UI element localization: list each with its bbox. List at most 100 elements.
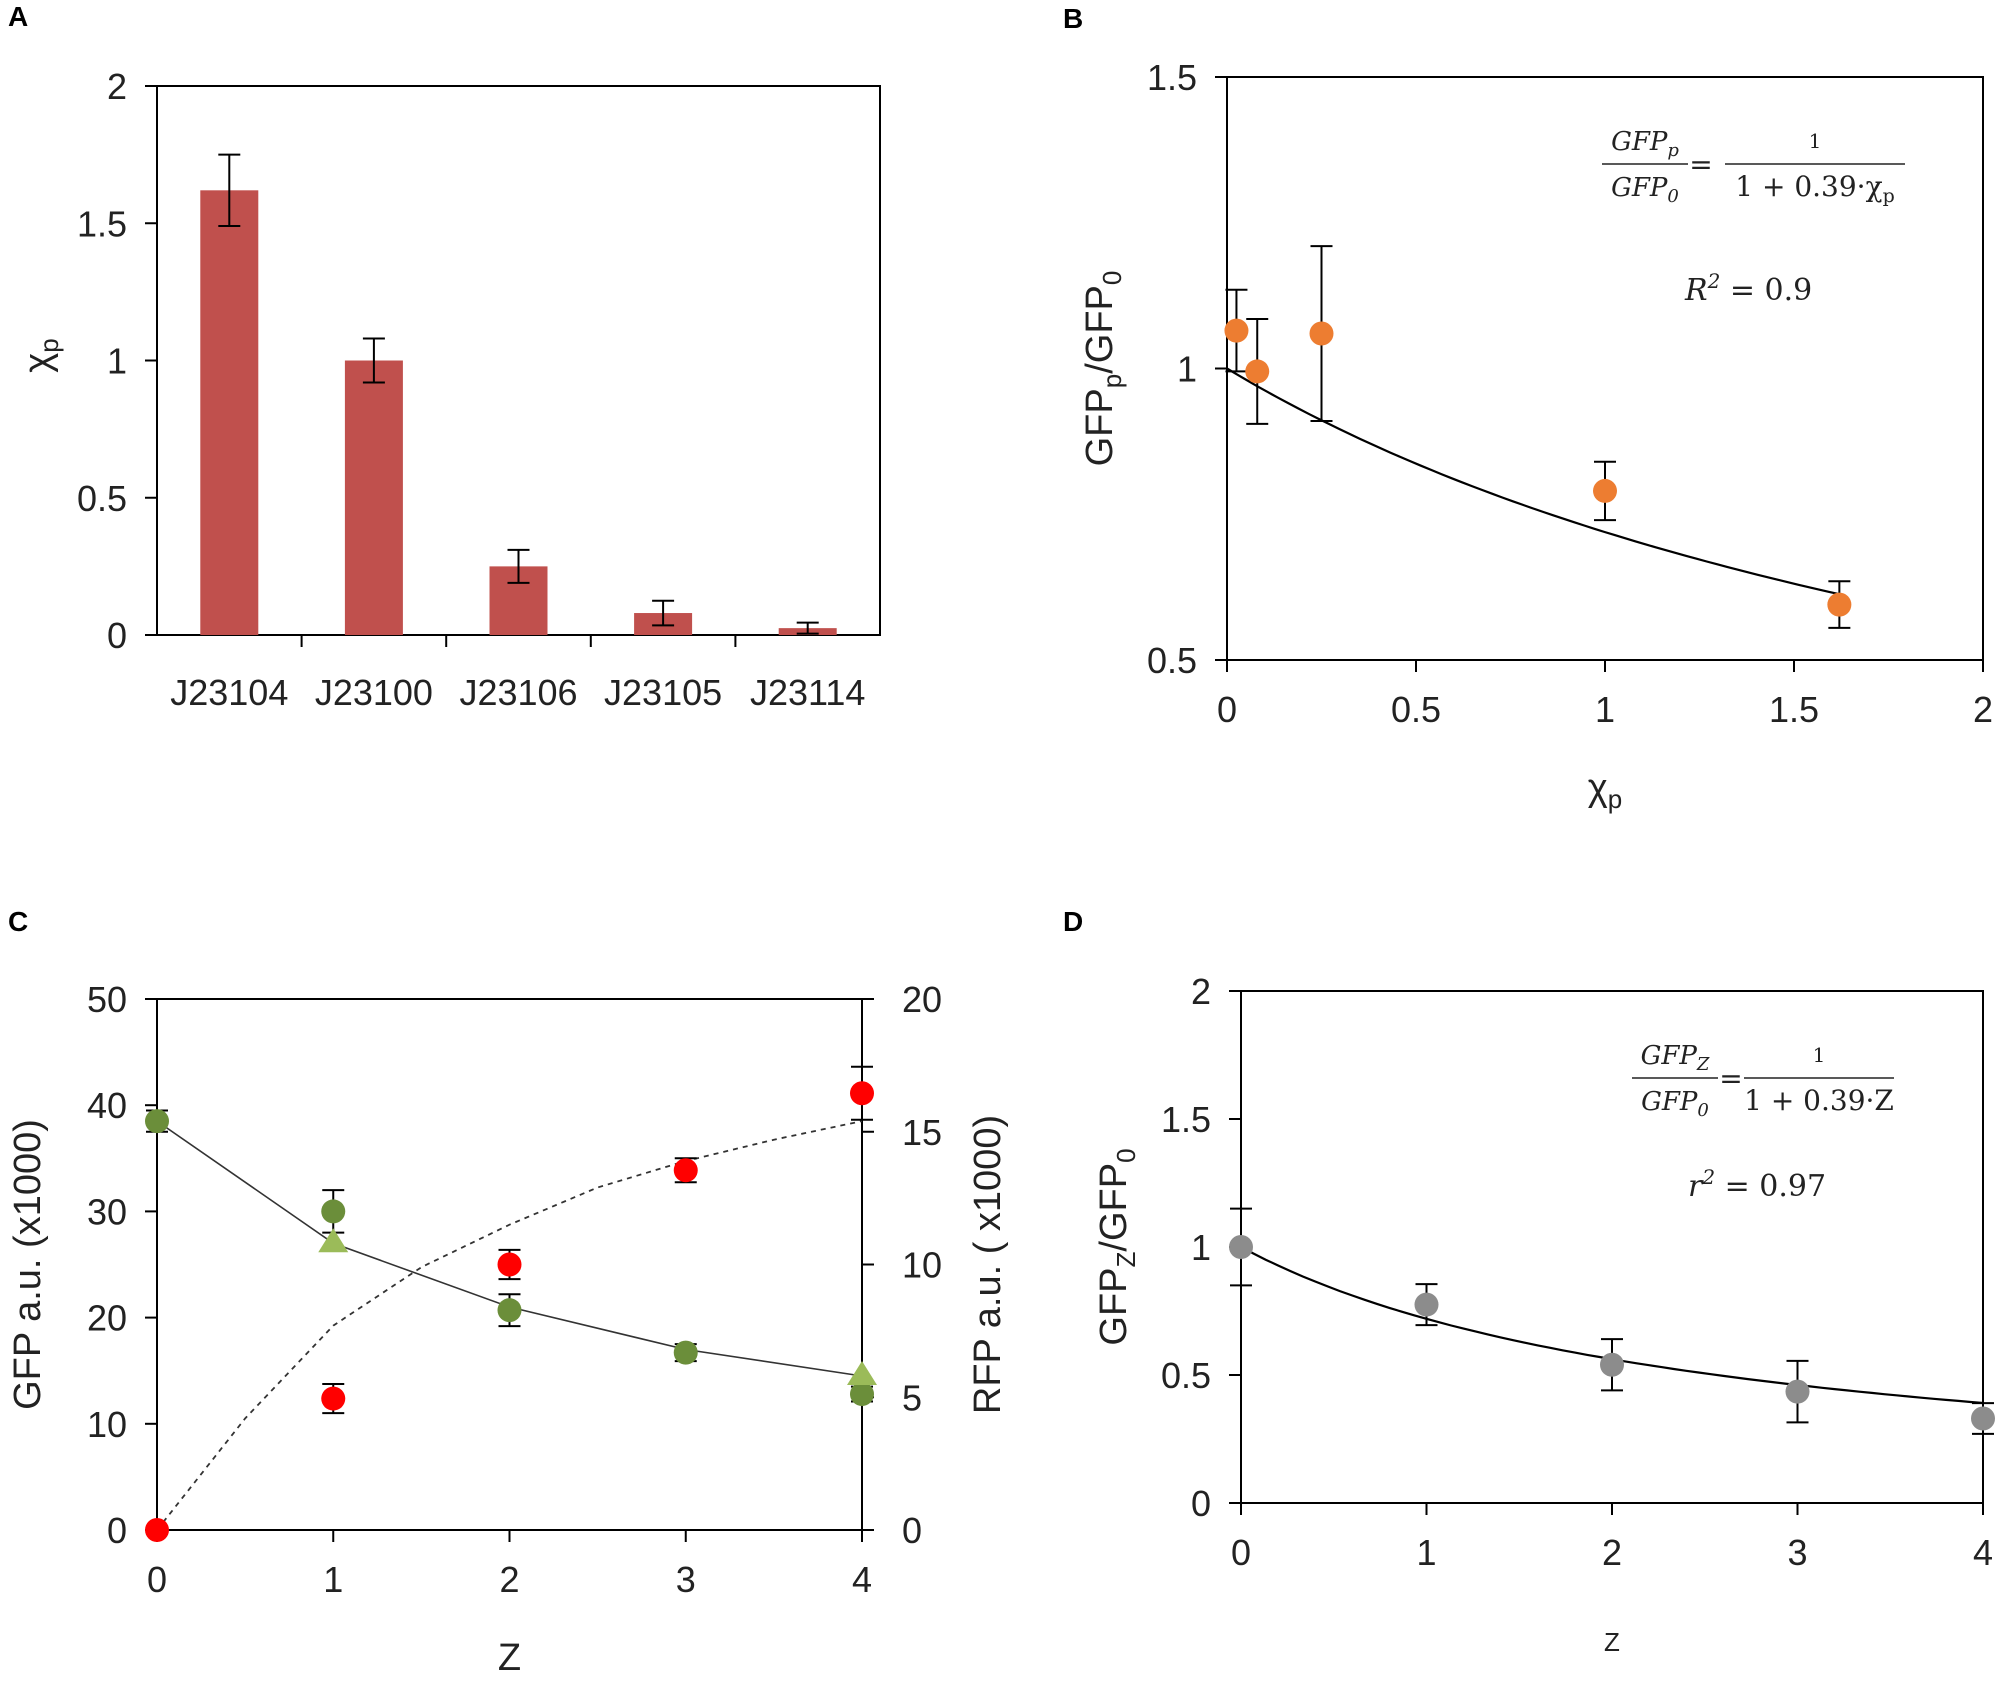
x-tick-label: J23105 xyxy=(604,672,722,713)
x-tick-label: 0 xyxy=(147,1559,167,1600)
y-left-tick-label: 0 xyxy=(107,1510,127,1551)
panel-letter-a: A xyxy=(8,1,28,32)
panel-letter-c: C xyxy=(8,906,28,937)
y-tick-label: 0 xyxy=(107,615,127,656)
data-point xyxy=(1600,1352,1624,1377)
data-point xyxy=(1414,1292,1439,1317)
fit-curve xyxy=(1226,367,1840,596)
panel-c-dual-axis-chart: 0 10 20 30 40 50 0 5 10 15 20 0 1 2 3 4 Z GFP a.u. (x1000… xyxy=(7,979,1009,1679)
r-squared: r2 = 0.97 xyxy=(1688,1165,1826,1204)
gfp-measured-point xyxy=(497,1298,522,1323)
y-tick-label: 1.5 xyxy=(1161,1099,1211,1140)
y-left-tick-label: 50 xyxy=(87,979,127,1020)
x-axis-title: Z xyxy=(1604,1627,1620,1657)
rfp-measured-point xyxy=(673,1158,698,1183)
y-tick-label: 1 xyxy=(1177,349,1197,390)
panel-letter-d: D xyxy=(1063,906,1083,937)
rfp-measured-point xyxy=(145,1518,169,1542)
formula-rhs-denominator: 1 + 0.39·χp xyxy=(1735,170,1894,207)
rfp-measured-point xyxy=(321,1386,346,1411)
rfp-fit-curve xyxy=(156,1120,863,1531)
y-tick-label: 1 xyxy=(107,341,127,382)
x-tick-label: 1.5 xyxy=(1769,689,1819,730)
bar-J23100 xyxy=(344,360,403,635)
x-tick-label: J23114 xyxy=(750,672,865,713)
formula-equals: = xyxy=(1719,1062,1742,1095)
gfp-model-triangle xyxy=(318,1228,349,1253)
y-right-axis-title: RFP a.u. ( x1000) xyxy=(967,1115,1009,1414)
data-point xyxy=(1309,321,1334,346)
data-point xyxy=(1593,478,1617,503)
x-tick-label: 4 xyxy=(852,1559,872,1600)
x-axis-title: χp xyxy=(1588,767,1622,814)
data-point xyxy=(1785,1379,1810,1404)
data-point xyxy=(1229,1235,1253,1259)
x-tick-label: 2 xyxy=(1602,1532,1622,1573)
x-tick-label: 0 xyxy=(1217,689,1237,730)
y-left-axis-title: GFP a.u. (x1000) xyxy=(7,1119,49,1410)
y-right-tick-label: 0 xyxy=(902,1510,922,1551)
x-tick-label: 1 xyxy=(323,1559,343,1600)
gfp-fit-curve xyxy=(156,1120,863,1377)
y-tick-label: 1.5 xyxy=(77,203,127,244)
y-left-tick-label: 40 xyxy=(87,1085,127,1126)
data-point xyxy=(1827,592,1852,617)
gfp-measured-point xyxy=(850,1382,874,1407)
y-axis-title: GFPp/GFP0 xyxy=(1079,271,1127,467)
x-tick-label: 1 xyxy=(1416,1532,1436,1573)
x-axis-title: Z xyxy=(498,1637,521,1679)
formula-numerator: GFPp xyxy=(1611,127,1679,161)
rfp-measured-point xyxy=(497,1252,522,1277)
y-tick-label: 0.5 xyxy=(77,478,127,519)
y-tick-label: 1 xyxy=(1191,1227,1211,1268)
r-squared: R2 = 0.9 xyxy=(1684,269,1812,308)
gfp-measured-point xyxy=(145,1109,169,1134)
y-left-tick-label: 30 xyxy=(87,1191,127,1232)
gfp-measured-point xyxy=(673,1340,698,1365)
y-tick-label: 0.5 xyxy=(1147,640,1197,681)
y-right-tick-label: 20 xyxy=(902,979,942,1020)
plot-frame xyxy=(1240,990,1984,1504)
y-tick-label: 0.5 xyxy=(1161,1355,1211,1396)
gfp-measured-point xyxy=(321,1199,346,1224)
y-tick-label: 2 xyxy=(107,66,127,107)
x-tick-label: 0 xyxy=(1231,1532,1251,1573)
y-right-tick-label: 5 xyxy=(902,1377,922,1418)
formula-rhs-numerator: 1 xyxy=(1809,129,1822,153)
panel-d-scatter-chart: 0 0.5 1 1.5 2 0 1 2 3 4 Z GFPZ/GFP0 GFPZ GFP0 = 1 1 + 0.… xyxy=(1093,971,1995,1657)
y-axis-title: GFPZ/GFP0 xyxy=(1093,1148,1141,1345)
panel-letter-b: B xyxy=(1063,3,1083,34)
x-tick-label: J23100 xyxy=(315,672,433,713)
y-right-tick-label: 15 xyxy=(902,1112,942,1153)
panel-a-bar-chart: 0 0.5 1 1.5 2 J23104 J23100 J23106 J23105 J23114 χ… xyxy=(17,66,881,713)
x-tick-label: 3 xyxy=(1787,1532,1807,1573)
y-right-tick-label: 10 xyxy=(902,1245,942,1286)
y-left-tick-label: 10 xyxy=(87,1404,127,1445)
y-axis-title: χp xyxy=(17,338,64,372)
x-tick-label: 4 xyxy=(1973,1532,1993,1573)
x-tick-label: J23104 xyxy=(170,672,288,713)
x-tick-label: 3 xyxy=(676,1559,696,1600)
x-tick-label: 0.5 xyxy=(1391,689,1441,730)
x-tick-label: 2 xyxy=(1973,689,1993,730)
y-tick-label: 2 xyxy=(1191,971,1211,1012)
y-tick-label: 0 xyxy=(1191,1483,1211,1524)
rfp-measured-point xyxy=(850,1081,874,1106)
y-tick-label: 1.5 xyxy=(1147,57,1197,98)
gfp-model-triangle xyxy=(847,1361,877,1386)
formula-equals: = xyxy=(1689,148,1712,181)
x-tick-label: J23106 xyxy=(459,672,577,713)
bar-J23104 xyxy=(200,190,259,635)
x-tick-label: 2 xyxy=(499,1559,519,1600)
y-left-tick-label: 20 xyxy=(87,1298,127,1339)
panel-b-scatter-chart: 0.5 1 1.5 0 0.5 1 1.5 2 χp GFPp/GFP0 GFPp GFP0 = 1 1 +… xyxy=(1079,57,1993,814)
formula-denominator: GFP0 xyxy=(1641,1087,1709,1121)
formula-rhs-denominator: 1 + 0.39·Z xyxy=(1744,1084,1894,1117)
data-point xyxy=(1245,359,1270,384)
data-point xyxy=(1971,1406,1995,1431)
formula-rhs-numerator: 1 xyxy=(1813,1043,1826,1067)
formula-numerator: GFPZ xyxy=(1641,1041,1710,1075)
x-tick-label: 1 xyxy=(1595,689,1615,730)
data-point xyxy=(1224,318,1249,343)
formula-denominator: GFP0 xyxy=(1611,173,1679,207)
